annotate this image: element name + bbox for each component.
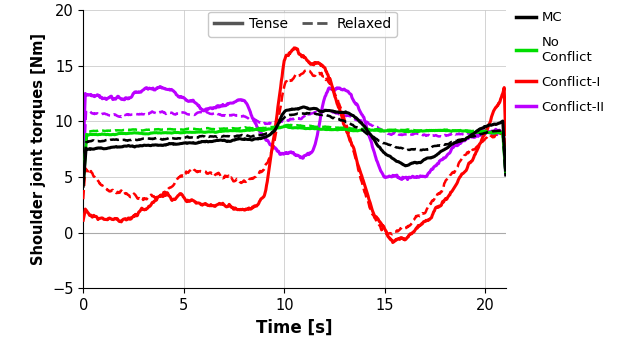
X-axis label: Time [s]: Time [s] bbox=[256, 318, 333, 336]
Legend: MC, No
Conflict, Conflict-I, Conflict-II: MC, No Conflict, Conflict-I, Conflict-II bbox=[516, 11, 605, 114]
Y-axis label: Shoulder joint torques [Nm]: Shoulder joint torques [Nm] bbox=[31, 33, 47, 265]
